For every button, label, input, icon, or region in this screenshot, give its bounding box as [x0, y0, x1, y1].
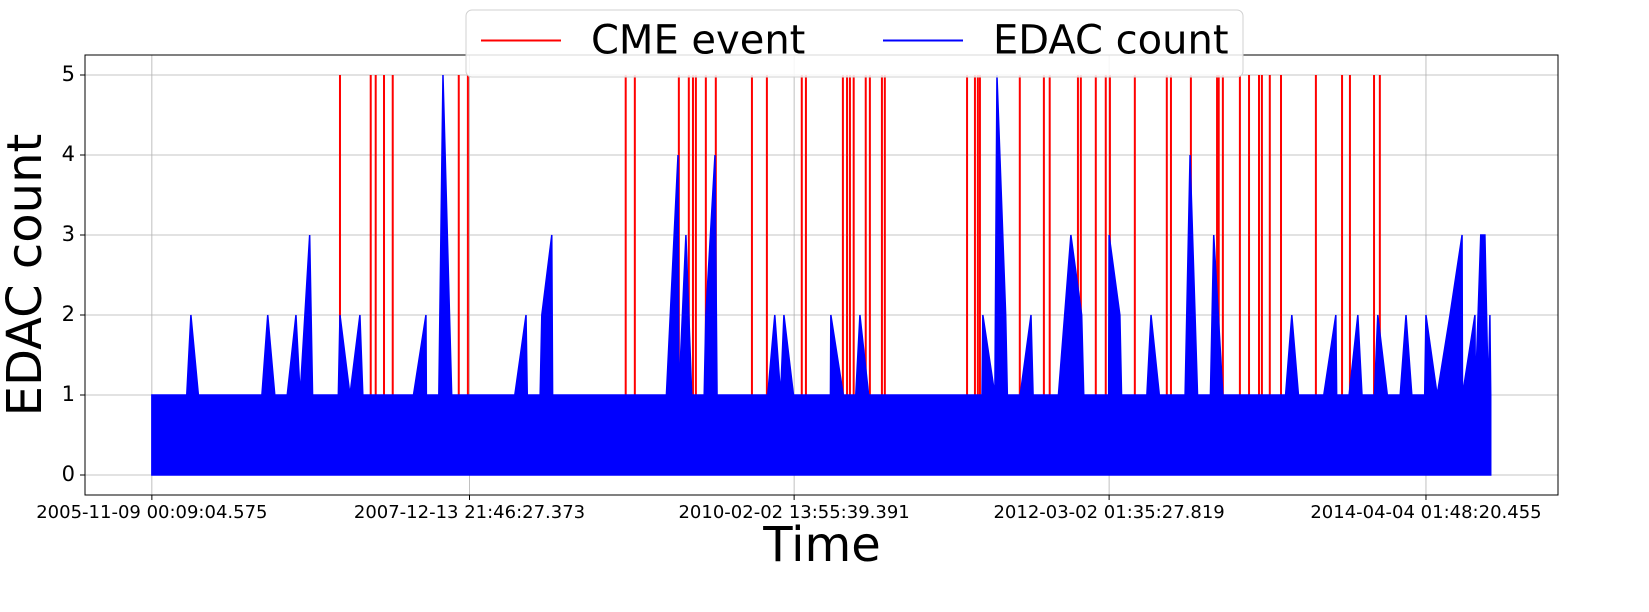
x-tick-label: 2014-04-04 01:48:20.455 [1310, 502, 1541, 523]
y-tick-label: 5 [62, 62, 75, 86]
y-axis-label: EDAC count [0, 134, 53, 417]
x-tick-label: 2007-12-13 21:46:27.373 [354, 502, 585, 523]
y-tick-label: 0 [62, 462, 75, 486]
legend-box [465, 9, 1244, 78]
y-tick-label: 4 [62, 142, 75, 166]
x-axis-label: Time [762, 517, 880, 573]
x-tick-label: 2012-03-02 01:35:27.819 [993, 502, 1224, 523]
legend: CME event EDAC count [465, 9, 1244, 78]
y-tick-label: 2 [62, 302, 75, 326]
y-tick-label: 3 [62, 222, 75, 246]
legend-label: CME event [591, 18, 805, 64]
edac-area [151, 74, 1492, 476]
x-tick-label: 2010-02-02 13:55:39.391 [678, 502, 909, 523]
legend-label: EDAC count [993, 18, 1229, 64]
y-tick-label: 1 [62, 382, 75, 406]
x-tick-label: 2005-11-09 00:09:04.575 [36, 502, 267, 523]
